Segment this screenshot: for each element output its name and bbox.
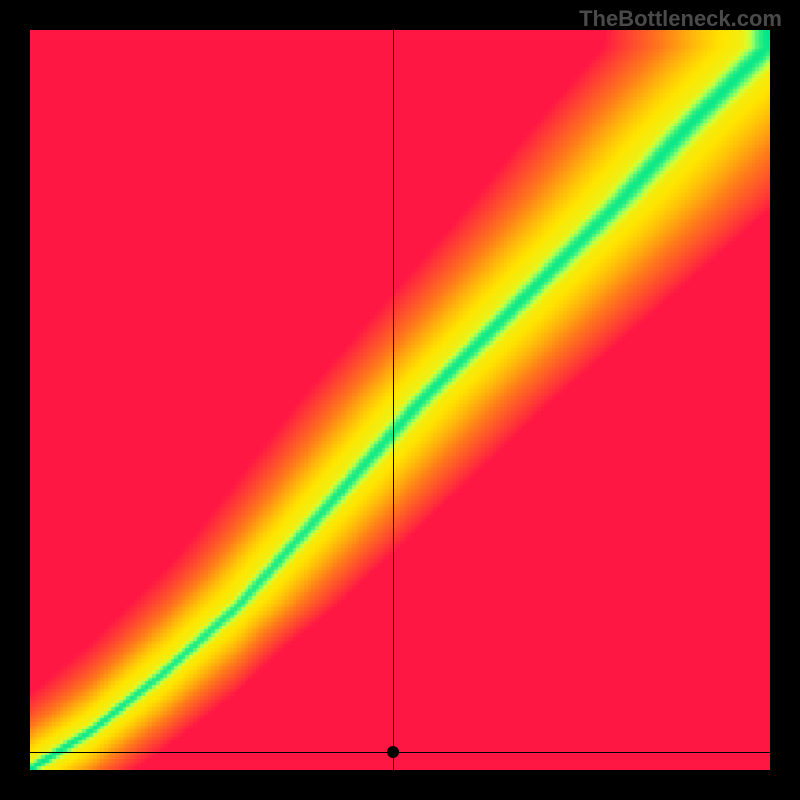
plot-area: [30, 30, 770, 770]
bottleneck-heatmap: [30, 30, 770, 770]
watermark-text: TheBottleneck.com: [579, 6, 782, 32]
crosshair-vertical-line: [393, 30, 394, 770]
crosshair-marker-dot: [387, 746, 399, 758]
crosshair-horizontal-line: [30, 752, 770, 753]
